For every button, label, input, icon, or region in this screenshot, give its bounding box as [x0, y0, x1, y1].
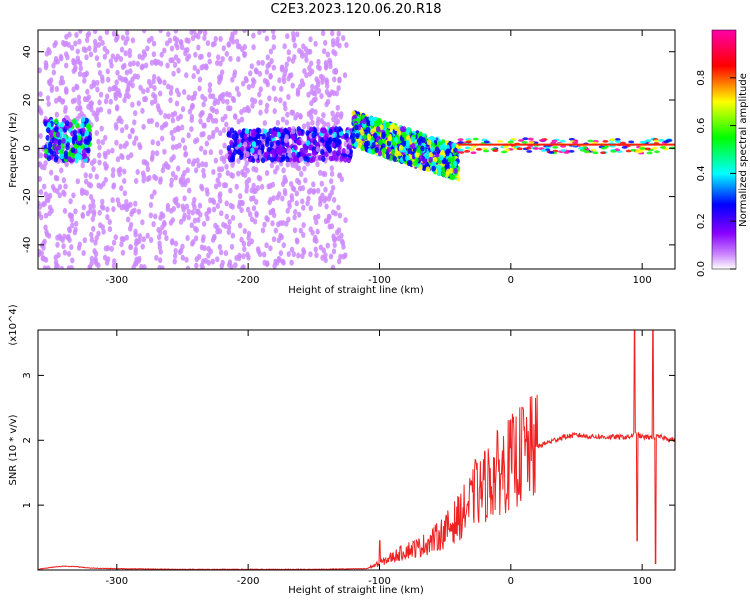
- snr-frame: [37, 329, 676, 571]
- spectrogram-region-band: [351, 110, 461, 182]
- colorbar-ticks: 0.0 0.2 0.4 0.6 0.8: [696, 70, 736, 277]
- spectrogram-y-ticks: -40 -20 0 20 40: [22, 45, 675, 253]
- spectrogram-y-tick-label: 0: [22, 145, 33, 151]
- spectrogram-x-label: Height of straight line (km): [288, 285, 424, 296]
- spectrogram-region-narrow-line: [455, 137, 675, 155]
- snr-x-tick-label: -100: [368, 576, 391, 587]
- colorbar: 0.0 0.2 0.4 0.6 0.8 Normalized spectral ampl…: [696, 29, 749, 277]
- spectrogram-region-band: [226, 126, 356, 164]
- colorbar-tick-label: 0.8: [696, 70, 707, 86]
- colorbar-tick-label: 0.6: [696, 118, 707, 134]
- colorbar-tick-label: 0.4: [696, 165, 707, 181]
- snr-y-tick-label: 1: [22, 502, 33, 508]
- spectrogram-x-tick-label: -200: [237, 275, 260, 286]
- spectrogram-region-cluster: [42, 116, 93, 164]
- snr-x-label: Height of straight line (km): [288, 585, 424, 596]
- spectrogram-x-tick-label: -100: [368, 275, 391, 286]
- colorbar-tick-label: 0.2: [696, 213, 707, 229]
- spectrogram-y-label: Frequency (Hz): [8, 112, 19, 188]
- snr-y-ticks: 1 2 3: [22, 372, 675, 508]
- snr-multiplier-label: (x10^4): [8, 304, 19, 345]
- snr-y-tick-label: 3: [22, 372, 33, 378]
- snr-y-tick-label: 2: [22, 437, 33, 443]
- spectrogram-y-tick-label: -20: [22, 188, 33, 204]
- snr-panel: -300 -200 -100 0 100 1 2 3 Height of straight …: [8, 304, 676, 596]
- spectrogram-x-tick-label: -300: [105, 275, 128, 286]
- spectrogram-frame: [37, 29, 676, 270]
- snr-x-ticks: -300 -200 -100 0 100: [105, 330, 652, 587]
- colorbar-tick-label: 0.0: [696, 261, 707, 277]
- spectrogram-x-tick-label: 100: [633, 275, 652, 286]
- spectrogram-y-tick-label: 20: [22, 94, 33, 107]
- snr-y-label: SNR (10 * v/v): [8, 414, 19, 485]
- snr-series-line: [38, 330, 675, 570]
- snr-x-tick-label: 0: [508, 576, 514, 587]
- chart-title: C2E3.2023.120.06.20.R18: [270, 2, 442, 17]
- spectrogram-y-tick-label: -40: [22, 237, 33, 253]
- colorbar-label: Normalized spectral amplitude: [738, 73, 749, 227]
- snr-x-tick-label: 100: [633, 576, 652, 587]
- colorbar-gradient: [711, 29, 737, 270]
- spectrogram-x-ticks: -300 -200 -100 0 100: [105, 30, 652, 286]
- snr-x-tick-label: -200: [237, 576, 260, 587]
- spectrogram-plot-area: [38, 30, 675, 269]
- spectrogram-y-tick-label: 40: [22, 45, 33, 58]
- spectrogram-x-tick-label: 0: [508, 275, 514, 286]
- snr-x-tick-label: -300: [105, 576, 128, 587]
